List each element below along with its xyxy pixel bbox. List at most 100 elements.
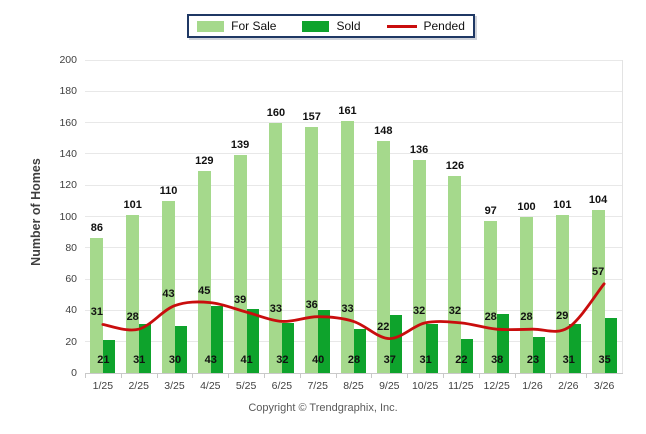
sold-value-label-9/25: 37 (383, 354, 396, 366)
sold-value-label-5/25: 41 (240, 354, 253, 366)
sold-bar-1/26 (533, 337, 545, 373)
x-tick-label-11/25: 11/25 (448, 380, 474, 392)
y-tick-140: 140 (59, 147, 77, 160)
for-sale-bar-7/25 (305, 127, 319, 373)
x-tick-mark-3 (192, 374, 194, 378)
x-tick-mark-14 (586, 374, 588, 378)
x-tick-mark-12 (514, 374, 516, 378)
y-axis-title: Number of Homes (29, 158, 43, 266)
y-tick-0: 0 (71, 367, 77, 379)
x-tick-mark-8 (371, 374, 373, 378)
sold-bar-11/25 (461, 338, 474, 373)
sold-value-label-3/26: 35 (598, 354, 611, 366)
y-tick-80: 80 (65, 241, 77, 254)
x-tick-label-12/25: 12/25 (483, 380, 510, 392)
x-tick-label-10/25: 10/25 (411, 380, 439, 392)
legend-label-pended: Pended (423, 19, 465, 33)
y-tick-120: 120 (59, 179, 77, 192)
for-sale-value-label-3/25: 110 (159, 184, 178, 197)
x-tick-mark-6 (299, 374, 301, 378)
sold-value-label-2/25: 31 (133, 354, 146, 366)
for-sale-bar-2/25 (126, 214, 140, 373)
gridline-180 (85, 90, 622, 92)
for-sale-value-label-8/25: 161 (338, 105, 357, 118)
x-tick-mark-2 (156, 374, 158, 378)
for-sale-bar-11/25 (448, 175, 462, 373)
x-tick-mark-1 (120, 374, 122, 378)
for-sale-bar-3/26 (591, 210, 605, 373)
sold-value-label-1/26: 23 (526, 354, 540, 366)
for-sale-value-label-11/25: 126 (445, 159, 465, 172)
y-tick-180: 180 (59, 85, 77, 98)
pended-value-label-7/25: 36 (305, 298, 318, 311)
x-tick-label-3/26: 3/26 (593, 380, 615, 392)
x-tick-label-1/26: 1/26 (522, 380, 543, 392)
y-tick-20: 20 (65, 335, 77, 348)
sold-swatch-icon (302, 20, 330, 32)
pended-value-label-10/25: 32 (412, 304, 426, 317)
pended-value-label-1/25: 31 (90, 306, 104, 319)
x-tick-label-4/25: 4/25 (200, 380, 221, 392)
sold-bar-8/25 (354, 329, 366, 373)
y-tick-60: 60 (65, 273, 77, 286)
sold-value-label-3/25: 30 (168, 354, 182, 366)
sold-value-label-2/26: 31 (562, 354, 575, 366)
for-sale-value-label-6/25: 160 (266, 106, 286, 119)
pended-value-label-3/26: 57 (591, 265, 605, 278)
x-tick-mark-10 (443, 374, 444, 378)
chart-legend: For Sale Sold Pended (187, 14, 475, 38)
for-sale-bar-6/25 (269, 122, 283, 373)
gridline-200 (85, 59, 622, 61)
pended-value-label-4/25: 45 (198, 284, 211, 297)
legend-item-for-sale: For Sale (197, 20, 276, 32)
plot-right-border (622, 60, 623, 373)
x-tick-label-3/25: 3/25 (164, 380, 185, 392)
copyright-text: Copyright © Trendgraphix, Inc. (248, 402, 398, 414)
for-sale-bar-4/25 (197, 171, 211, 373)
pended-value-label-12/25: 28 (484, 311, 497, 324)
for-sale-value-label-12/25: 97 (484, 205, 497, 218)
x-tick-label-1/25: 1/25 (92, 380, 114, 392)
pended-value-label-2/25: 28 (126, 311, 139, 324)
pended-value-label-11/25: 32 (448, 304, 462, 317)
x-tick-mark-0 (85, 374, 86, 378)
for-sale-bar-1/26 (520, 216, 533, 373)
x-tick-label-2/26: 2/26 (558, 380, 579, 392)
for-sale-bar-12/25 (484, 221, 498, 373)
for-sale-bar-2/26 (555, 214, 569, 373)
for-sale-value-label-1/25: 86 (90, 222, 104, 235)
legend-label-sold: Sold (336, 19, 361, 33)
sold-value-label-10/25: 31 (419, 354, 432, 366)
sold-bar-1/25 (103, 340, 116, 373)
for-sale-value-label-4/25: 129 (195, 155, 214, 168)
sold-value-label-11/25: 22 (455, 354, 468, 366)
for-sale-bar-5/25 (233, 155, 247, 373)
legend-item-sold: Sold (302, 19, 361, 33)
y-tick-40: 40 (65, 304, 77, 317)
for-sale-value-label-7/25: 157 (302, 111, 321, 124)
for-sale-value-label-2/25: 101 (123, 198, 142, 211)
sold-value-label-4/25: 43 (204, 354, 217, 366)
y-tick-160: 160 (59, 116, 77, 129)
for-sale-value-label-10/25: 136 (409, 144, 429, 157)
x-tick-mark-7 (335, 374, 337, 378)
sold-value-label-6/25: 32 (276, 354, 289, 366)
for-sale-value-label-1/26: 100 (517, 200, 536, 213)
y-tick-200: 200 (59, 54, 77, 66)
pended-value-label-9/25: 22 (377, 320, 390, 333)
x-tick-mark-13 (550, 374, 552, 378)
legend-label-for-sale: For Sale (231, 19, 277, 33)
x-axis-line (85, 373, 623, 374)
for-sale-bar-1/25 (90, 238, 104, 373)
x-tick-mark-9 (407, 374, 409, 378)
for-sale-bar-10/25 (412, 160, 426, 373)
for-sale-value-label-5/25: 139 (230, 139, 250, 152)
pended-value-label-8/25: 33 (341, 303, 354, 316)
pended-value-label-5/25: 39 (233, 293, 247, 306)
x-tick-label-5/25: 5/25 (235, 380, 257, 392)
sold-value-label-1/25: 21 (97, 354, 110, 366)
x-tick-label-8/25: 8/25 (343, 380, 364, 392)
pended-value-label-6/25: 33 (269, 303, 283, 316)
y-tick-100: 100 (59, 210, 77, 223)
